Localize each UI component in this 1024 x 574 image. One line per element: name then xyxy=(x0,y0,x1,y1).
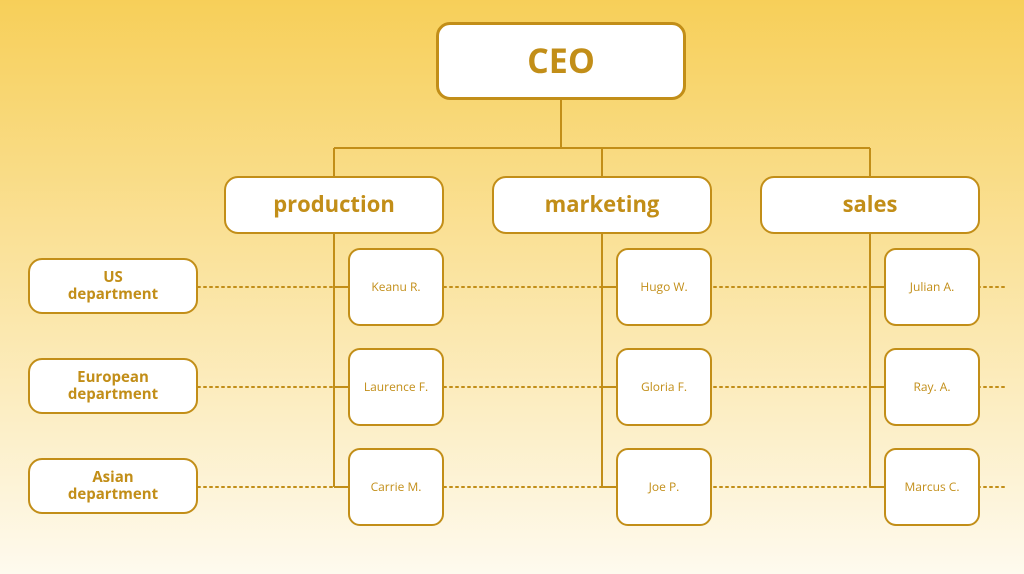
person-sales-asia: Marcus C. xyxy=(884,448,980,526)
person-marketing-asia: Joe P. xyxy=(616,448,712,526)
person-sales-eu: Ray. A. xyxy=(884,348,980,426)
person-sales-us: Julian A. xyxy=(884,248,980,326)
person-marketing-us: Hugo W. xyxy=(616,248,712,326)
person-production-us: Keanu R. xyxy=(348,248,444,326)
region-us: US department xyxy=(28,258,198,314)
department-sales: sales xyxy=(760,176,980,234)
person-production-asia: Carrie M. xyxy=(348,448,444,526)
department-production: production xyxy=(224,176,444,234)
region-asia: Asian department xyxy=(28,458,198,514)
person-marketing-eu: Gloria F. xyxy=(616,348,712,426)
person-production-eu: Laurence F. xyxy=(348,348,444,426)
department-marketing: marketing xyxy=(492,176,712,234)
region-eu: European department xyxy=(28,358,198,414)
ceo-box: CEO xyxy=(436,22,686,100)
org-chart: CEO production marketing sales US department… xyxy=(0,0,1024,574)
